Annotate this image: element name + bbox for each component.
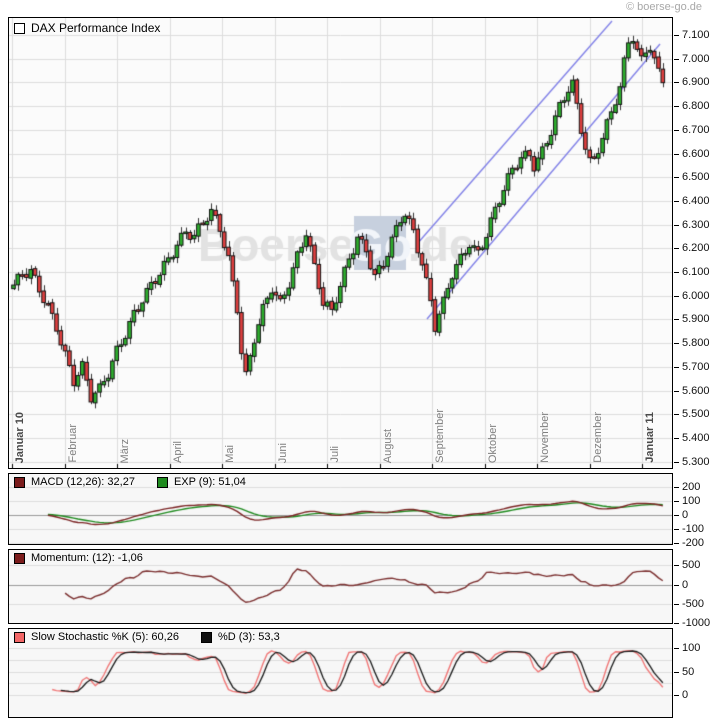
stoch-k-label: Slow Stochastic %K (5): 60,26 <box>31 631 179 643</box>
axis-tick-label: 6.300 <box>682 219 710 231</box>
axis-tick-label: 0 <box>682 579 689 591</box>
exp-label: EXP (9): 51,04 <box>173 476 246 488</box>
axis-tick-mark <box>674 462 679 463</box>
axis-tick-label: 5.400 <box>682 432 710 444</box>
macd-axis: 200 100 0 -100 -200 <box>674 473 720 549</box>
axis-tick-mark <box>674 414 679 415</box>
axis-tick-mark <box>674 565 679 566</box>
macd-panel: MACD (12,26): 32,27 EXP (9): 51,04 <box>8 473 673 545</box>
chart-title: DAX Performance Index <box>31 21 161 35</box>
axis-tick-label: 6.400 <box>682 195 710 207</box>
axis-tick-mark <box>674 695 679 696</box>
chart-title-legend: DAX Performance Index <box>14 21 160 35</box>
axis-tick-label: 0 <box>682 689 689 701</box>
macd-label: MACD (12,26): 32,27 <box>31 476 135 488</box>
axis-tick-mark <box>674 501 679 502</box>
axis-tick-label: 7.000 <box>682 53 710 65</box>
stoch-d-swatch <box>200 631 212 643</box>
macd-canvas[interactable] <box>9 474 672 544</box>
axis-tick-mark <box>674 585 679 586</box>
axis-tick-mark <box>674 543 679 544</box>
axis-tick-label: -500 <box>682 598 705 610</box>
axis-tick-mark <box>674 515 679 516</box>
momentum-swatch <box>14 552 25 564</box>
axis-tick-label: 200 <box>682 481 701 493</box>
axis-tick-label: 5.500 <box>682 408 710 420</box>
axis-tick-label: 50 <box>682 666 695 678</box>
momentum-axis: 500 0 -500 -1000 <box>674 549 720 629</box>
stoch-k-swatch <box>14 631 25 643</box>
axis-tick-mark <box>674 367 679 368</box>
price-axis: 7.100 7.000 6.900 6.800 6.700 6.600 6.500 6.400… <box>674 17 720 469</box>
axis-tick-label: 5.600 <box>682 385 710 397</box>
exp-swatch <box>156 476 168 488</box>
axis-tick-label: 5.900 <box>682 313 710 325</box>
axis-tick-mark <box>674 296 679 297</box>
axis-tick-label: 0 <box>682 509 689 521</box>
axis-tick-mark <box>674 82 679 83</box>
axis-tick-mark <box>674 604 679 605</box>
axis-tick-label: 6.700 <box>682 124 710 136</box>
axis-tick-label: 6.500 <box>682 171 710 183</box>
axis-tick-mark <box>674 201 679 202</box>
axis-tick-label: 100 <box>682 642 701 654</box>
axis-tick-mark <box>674 319 679 320</box>
stoch-d-label: %D (3): 53,3 <box>217 631 280 643</box>
axis-tick-label: 500 <box>682 559 701 571</box>
stochastic-canvas[interactable] <box>9 629 672 717</box>
axis-tick-mark <box>674 391 679 392</box>
series-checkbox[interactable] <box>14 22 25 34</box>
axis-tick-label: -1000 <box>682 617 711 629</box>
momentum-legend: Momentum: (12): -1,06 <box>14 552 143 564</box>
axis-tick-label: 7.100 <box>682 29 710 41</box>
axis-tick-mark <box>674 529 679 530</box>
price-chart-panel: DAX Performance Index Januar 10 Februar Mä… <box>8 17 673 469</box>
axis-tick-label: 6.600 <box>682 148 710 160</box>
axis-tick-label: 5.700 <box>682 361 710 373</box>
macd-swatch <box>14 476 25 488</box>
stochastic-panel: Slow Stochastic %K (5): 60,26 %D (3): 53… <box>8 628 673 718</box>
axis-tick-label: 6.100 <box>682 266 710 278</box>
stochastic-axis: 100 50 0 <box>674 628 720 718</box>
axis-tick-mark <box>674 35 679 36</box>
axis-tick-mark <box>674 623 679 624</box>
macd-legend: MACD (12,26): 32,27 EXP (9): 51,04 <box>14 476 246 488</box>
axis-tick-mark <box>674 672 679 673</box>
axis-tick-mark <box>674 343 679 344</box>
momentum-label: Momentum: (12): -1,06 <box>31 552 143 564</box>
axis-tick-mark <box>674 272 679 273</box>
axis-tick-label: 6.900 <box>682 76 710 88</box>
axis-tick-mark <box>674 487 679 488</box>
axis-tick-mark <box>674 648 679 649</box>
axis-tick-mark <box>674 438 679 439</box>
axis-tick-mark <box>674 130 679 131</box>
momentum-canvas[interactable] <box>9 550 672 623</box>
axis-tick-label: 5.800 <box>682 337 710 349</box>
axis-tick-mark <box>674 154 679 155</box>
copyright-watermark: © boerse-go.de <box>626 1 702 13</box>
axis-tick-label: -200 <box>682 537 705 549</box>
axis-tick-label: 6.000 <box>682 290 710 302</box>
axis-tick-mark <box>674 59 679 60</box>
axis-tick-label: 6.800 <box>682 100 710 112</box>
axis-tick-label: 5.300 <box>682 456 710 468</box>
axis-tick-mark <box>674 225 679 226</box>
axis-tick-label: 100 <box>682 495 701 507</box>
axis-tick-mark <box>674 248 679 249</box>
momentum-panel: Momentum: (12): -1,06 <box>8 549 673 624</box>
price-chart-canvas[interactable] <box>9 18 672 468</box>
axis-tick-mark <box>674 177 679 178</box>
stochastic-legend: Slow Stochastic %K (5): 60,26 %D (3): 53… <box>14 631 280 643</box>
axis-tick-label: 6.200 <box>682 242 710 254</box>
axis-tick-label: -100 <box>682 523 705 535</box>
axis-tick-mark <box>674 106 679 107</box>
